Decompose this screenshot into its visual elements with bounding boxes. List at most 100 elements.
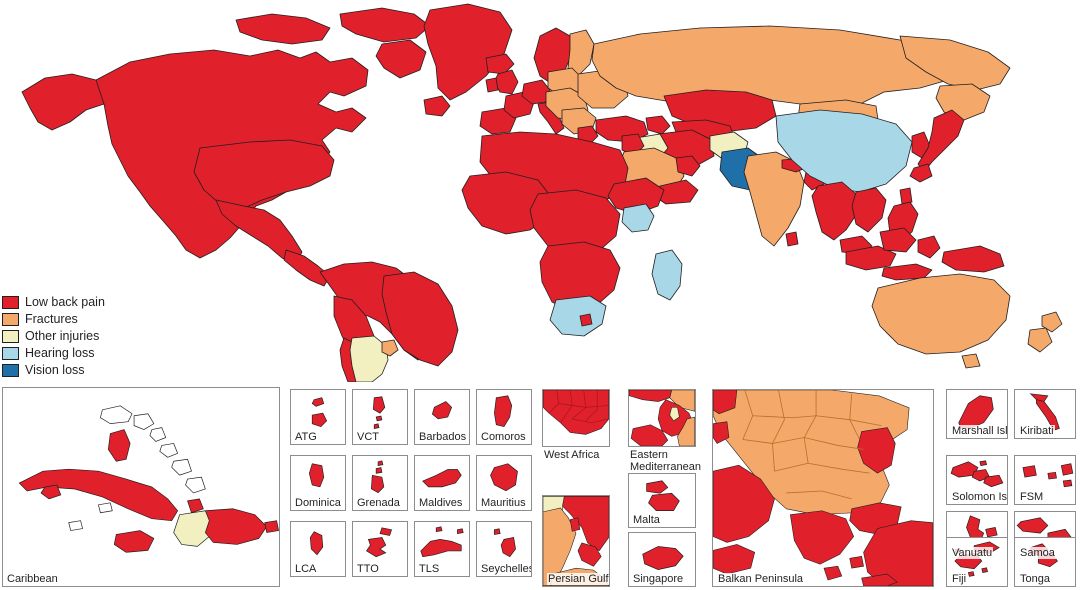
shape-singapore	[642, 546, 684, 570]
legend-swatch-hearing-loss	[2, 347, 19, 360]
shape-grenadines-2	[373, 423, 380, 429]
shape-grenada	[370, 474, 385, 494]
inset-seychelles: Seychelles	[476, 521, 532, 577]
legend-swatch-fractures	[2, 313, 19, 326]
region-madagascar	[651, 249, 683, 301]
inset-fsm: FSM	[1014, 455, 1076, 505]
shape-maldives	[422, 469, 462, 488]
region-argentina	[349, 335, 389, 382]
region-russia-east	[899, 35, 1011, 91]
region-baffin	[375, 39, 427, 79]
shape-pg-red-qatar	[569, 517, 581, 532]
shape-marshall-islands	[958, 395, 994, 429]
shape-malta-island	[648, 492, 680, 511]
shape-trinidad	[366, 537, 387, 558]
shape-grenadines-1	[375, 415, 383, 422]
inset-label-eastern-mediterranean-line2: Mediterranean	[630, 461, 701, 473]
legend-swatch-low-back-pain	[2, 296, 19, 309]
shape-bahamas-4	[159, 443, 178, 458]
shape-solomon-dot	[979, 460, 988, 466]
inset-label-balkan-peninsula: Balkan Peninsula	[717, 573, 805, 585]
inset-label-maldives: Maldives	[419, 497, 463, 509]
shape-barbados	[431, 401, 453, 420]
inset-label-caribbean: Caribbean	[7, 573, 58, 585]
region-tasmania	[961, 353, 981, 369]
inset-dominica: Dominica	[290, 455, 346, 511]
legend-label-low-back-pain: Low back pain	[25, 295, 105, 309]
shape-balkan-crete	[861, 573, 898, 586]
shape-em-yellow	[669, 407, 680, 422]
shape-caymans-2	[98, 502, 113, 514]
inset-label-tls: TLS	[419, 563, 440, 575]
shape-mahe	[500, 537, 516, 558]
region-west-africa	[461, 171, 553, 235]
shape-fsm-se	[1062, 479, 1073, 488]
shape-fiji-dot2	[981, 567, 988, 573]
inset-label-barbados: Barbados	[419, 431, 467, 443]
inset-mauritius: Mauritius	[476, 455, 532, 511]
legend-item-vision-loss: Vision loss	[2, 362, 105, 379]
shape-bahamas-3	[149, 427, 167, 442]
region-taiwan	[899, 187, 913, 205]
region-indonesia-sumatra	[845, 245, 897, 271]
shape-bahamas-6	[185, 476, 206, 494]
shape-bahamas-red	[107, 429, 131, 462]
region-brazil	[381, 271, 459, 367]
inset-solomon-isl: Solomon Isl	[946, 455, 1008, 505]
inset-label-tto: TTO	[357, 563, 379, 575]
region-china	[775, 109, 913, 193]
inset-caribbean: Caribbean	[2, 387, 280, 587]
inset-tto: TTO	[352, 521, 408, 577]
legend-item-fractures: Fractures	[2, 311, 105, 328]
inset-label-atg: ATG	[295, 431, 317, 443]
inset-persian-gulf: Persian Gulf	[542, 495, 610, 587]
inset-grenada: Grenada	[352, 455, 408, 511]
inset-label-kiribati: Kiribati	[1019, 425, 1055, 437]
inset-label-vanuatu: Vanuatu	[951, 547, 994, 559]
inset-malta: Malta	[628, 473, 696, 528]
inset-lca: LCA	[290, 521, 346, 577]
inset-maldives: Maldives	[414, 455, 470, 511]
shape-balkan-sicily	[713, 544, 756, 575]
shape-carriacou	[375, 467, 383, 474]
region-australia	[871, 273, 1011, 355]
shape-bahamas-2	[133, 413, 155, 430]
inset-label-fiji: Fiji	[951, 573, 968, 585]
inset-label-samoa: Samoa	[1019, 547, 1056, 559]
inset-marshall-isl: Marshall Isl	[946, 389, 1008, 439]
shape-balkan-greek-islands-2	[849, 555, 864, 569]
shape-tobago	[379, 527, 393, 536]
shape-jaco	[457, 528, 464, 534]
shape-dominican-republic	[205, 508, 268, 545]
shape-savaii	[1016, 517, 1049, 534]
region-png	[941, 245, 1005, 273]
shape-balkan-turkey-main	[863, 520, 933, 586]
shape-atauro	[435, 526, 443, 533]
region-alaska	[21, 73, 111, 131]
shape-saint-vincent	[372, 396, 386, 414]
inset-vct: VCT	[352, 389, 408, 445]
shape-balkan-red-moldova	[857, 427, 896, 474]
inset-label-singapore: Singapore	[633, 573, 684, 585]
shape-isla-juventud	[40, 484, 62, 500]
shape-jamaica	[113, 530, 155, 553]
inset-label-grenada: Grenada	[357, 497, 400, 509]
shape-bahamas-5	[171, 458, 192, 476]
region-myanmar-thailand	[811, 181, 859, 241]
shape-fsm-east	[1060, 463, 1074, 476]
inset-barbados: Barbados	[414, 389, 470, 445]
region-kenya	[621, 203, 655, 233]
region-greenland	[423, 3, 513, 101]
shape-em-red-south	[630, 424, 669, 446]
shape-solomon-east	[983, 474, 1004, 488]
inset-atg: ATG	[290, 389, 346, 445]
shape-pg-red-iran	[562, 496, 609, 552]
shape-timor-leste	[420, 539, 462, 558]
shape-cuba	[18, 468, 178, 522]
region-ireland	[485, 77, 499, 93]
shape-saint-lucia	[309, 531, 324, 556]
inset-label-malta: Malta	[633, 514, 660, 526]
legend-item-low-back-pain: Low back pain	[2, 294, 105, 311]
shape-fiji-dot3	[967, 571, 975, 577]
inset-label-dominica: Dominica	[295, 497, 341, 509]
